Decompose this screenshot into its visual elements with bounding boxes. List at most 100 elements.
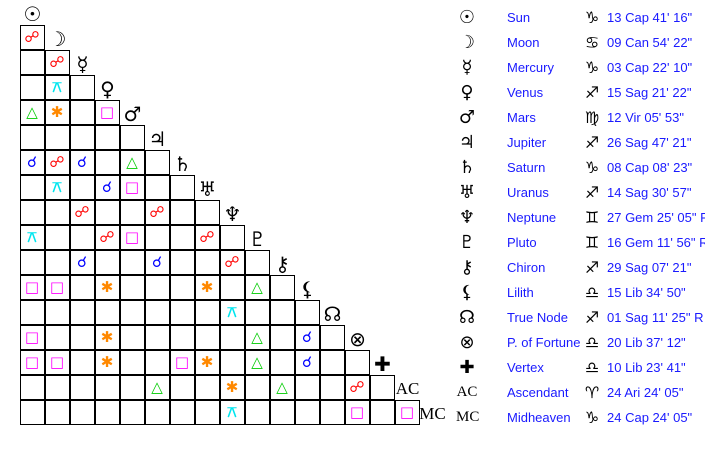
planet-name[interactable]: Jupiter [507,135,547,150]
quincunx-icon: ⚻ [27,228,37,246]
conjunction-icon: ☌ [301,353,313,371]
aspect-cell [144,299,170,325]
planet-name[interactable]: Mars [507,110,536,125]
aspect-cell [94,149,120,175]
aspect-cell: △ [144,374,170,400]
aspect-cell [94,299,120,325]
planet-row: ☊ True Node ♐ 01 Sag 11' 25" R [450,305,705,330]
cancer-icon: ♋ [584,33,600,52]
aspect-cell [294,299,320,325]
planet-name[interactable]: Mercury [507,60,554,75]
planet-name[interactable]: Sun [507,10,531,25]
square-icon: □ [174,353,190,371]
aspect-cell [119,324,145,350]
aspect-cell [119,274,145,300]
aspect-cell [69,374,95,400]
sextile-icon: ✱ [225,378,239,396]
aspect-cell: □ [119,174,145,200]
aspect-cell [244,299,270,325]
planet-name[interactable]: Pluto [507,235,537,250]
libra-icon: ♎ [584,358,600,377]
neptune-icon: ♆ [223,202,242,226]
midheaven-icon: MC [456,409,480,425]
planet-row: ⚷ Chiron ♐ 29 Sag 07' 21" [450,255,705,280]
aspect-cell [69,349,95,375]
aspect-cell: ⚻ [219,299,245,325]
sagittarius-icon: ♐ [584,133,600,152]
pluto-icon: ♇ [458,232,476,253]
planet-row: ♄ Saturn ♑ 08 Cap 08' 23" [450,155,705,180]
aspect-cell [119,374,145,400]
aspect-cell [219,349,245,375]
opposition-icon: ☍ [224,253,240,271]
aspect-cell: ⚻ [44,174,70,200]
planet-name[interactable]: Moon [507,35,540,50]
conjunction-icon: ☌ [76,153,88,171]
aspect-cell: ☌ [69,249,95,275]
sextile-icon: ✱ [50,103,64,121]
libra-icon: ♎ [584,333,600,352]
aspect-cell [269,324,295,350]
planet-name[interactable]: Saturn [507,160,546,175]
mercury-icon: ☿ [76,52,89,76]
aspect-cell: ✱ [194,274,220,300]
planet-position: 13 Cap 41' 16" [607,10,693,25]
square-icon: □ [399,403,415,421]
planet-position: 03 Cap 22' 10" [607,60,693,75]
sun-icon: ☉ [23,2,42,26]
square-icon: □ [124,178,140,196]
jupiter-icon: ♃ [458,132,476,153]
planet-row: ♇ Pluto ♊ 16 Gem 11' 56" R [450,230,705,255]
aspect-cell: □ [94,99,120,125]
virgo-icon: ♍ [584,108,600,127]
planet-name[interactable]: Neptune [507,210,557,225]
aspect-cell: ☍ [44,149,70,175]
aspect-cell [244,249,270,275]
aspect-cell: □ [19,274,45,300]
venus-icon: ♀ [460,82,474,103]
aspect-cell [244,399,270,425]
aspect-cell: △ [269,374,295,400]
aspect-cell: ☍ [219,249,245,275]
aspect-cell [169,199,195,225]
planet-row: ♀ Venus ♐ 15 Sag 21' 22" [450,80,705,105]
planet-position: 24 Ari 24' 05" [607,385,684,400]
aspect-cell [319,324,345,350]
planet-name[interactable]: Ascendant [507,385,569,400]
aspect-cell [69,99,95,125]
gemini-icon: ♊ [584,208,600,227]
planet-position: 15 Lib 34' 50" [607,285,686,300]
aspect-cell: ☌ [294,349,320,375]
aspect-cell: △ [244,349,270,375]
sextile-icon: ✱ [200,353,214,371]
aspect-cell [144,224,170,250]
aspect-cell [144,349,170,375]
aspect-cell [44,249,70,275]
venus-icon: ♀ [100,77,115,101]
aspect-cell [219,224,245,250]
planet-position: 20 Lib 37' 12" [607,335,686,350]
planet-name[interactable]: Vertex [507,360,544,375]
aspect-cell [44,399,70,425]
aspect-cell: ☌ [69,149,95,175]
planet-name[interactable]: True Node [507,310,568,325]
aspect-cell: ✱ [94,324,120,350]
planet-name[interactable]: Chiron [507,260,546,275]
trine-icon: △ [126,153,138,171]
aries-icon: ♈ [584,383,600,402]
planet-name[interactable]: Uranus [507,185,549,200]
quincunx-icon: ⚻ [227,303,237,321]
planet-name[interactable]: Midheaven [507,410,571,425]
opposition-icon: ☍ [74,203,90,221]
planet-name[interactable]: Venus [507,85,544,100]
chiron-icon: ⚷ [275,252,290,276]
planet-name[interactable]: Lilith [507,285,534,300]
quincunx-icon: ⚻ [227,403,237,421]
capricorn-icon: ♑ [584,8,600,27]
saturn-icon: ♄ [458,157,476,178]
trine-icon: △ [276,378,288,396]
planet-name[interactable]: P. of Fortune [507,335,581,350]
aspect-cell: ☌ [19,149,45,175]
capricorn-icon: ♑ [584,58,600,77]
aspect-cell: ⚻ [44,74,70,100]
